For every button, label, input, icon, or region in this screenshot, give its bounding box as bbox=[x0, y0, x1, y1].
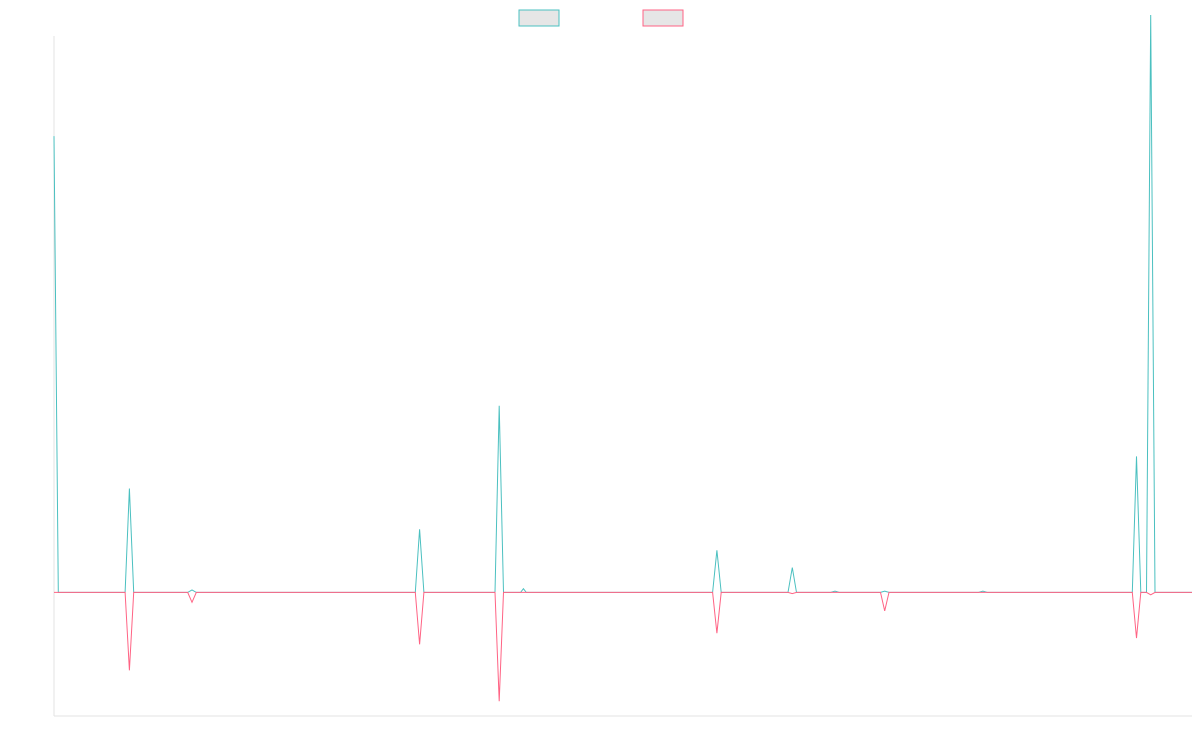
series-group bbox=[53, 14, 1192, 702]
series-line-1 bbox=[53, 14, 1192, 593]
axes bbox=[53, 36, 1192, 717]
series-line-2 bbox=[54, 591, 1192, 702]
legend bbox=[518, 9, 684, 27]
legend-item-1[interactable] bbox=[518, 9, 560, 27]
legend-item-2[interactable] bbox=[642, 9, 684, 27]
